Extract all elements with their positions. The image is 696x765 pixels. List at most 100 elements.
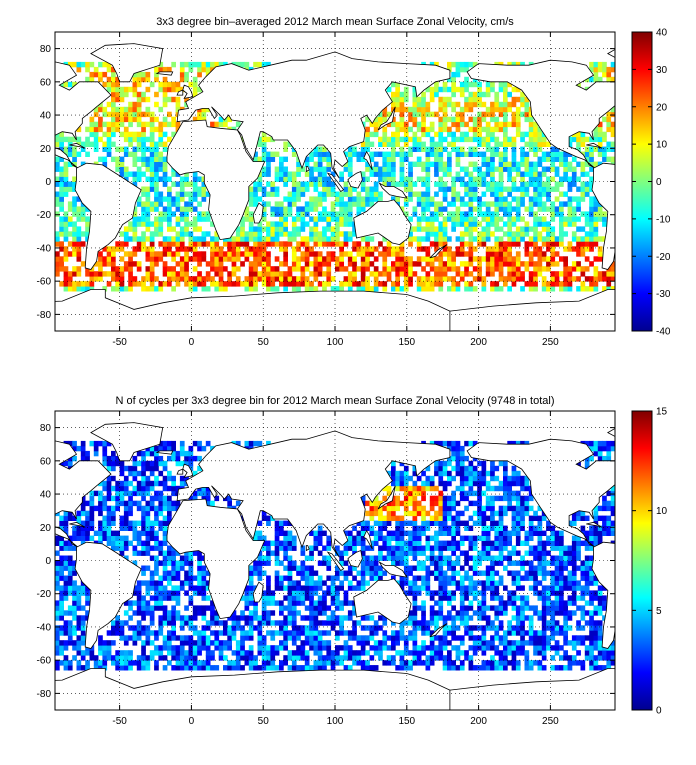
heatmap-cell bbox=[318, 595, 323, 600]
heatmap-cell bbox=[482, 157, 487, 162]
heatmap-cell bbox=[516, 196, 521, 201]
heatmap-cell bbox=[438, 566, 443, 571]
heatmap-cell bbox=[68, 620, 73, 625]
heatmap-cell bbox=[184, 271, 189, 276]
heatmap-cell bbox=[171, 665, 176, 670]
heatmap-cell bbox=[400, 167, 405, 172]
heatmap-cell bbox=[408, 236, 413, 241]
heatmap-cell bbox=[318, 256, 323, 261]
heatmap-cell bbox=[72, 281, 77, 286]
heatmap-cell bbox=[275, 192, 280, 197]
heatmap-cell bbox=[335, 590, 340, 595]
heatmap-cell bbox=[141, 546, 146, 551]
heatmap-cell bbox=[322, 172, 327, 177]
heatmap-cell bbox=[202, 236, 207, 241]
heatmap-cell bbox=[202, 112, 207, 117]
heatmap-cell bbox=[555, 271, 560, 276]
heatmap-cell bbox=[111, 132, 116, 137]
heatmap-cell bbox=[245, 600, 250, 605]
heatmap-cell bbox=[176, 660, 181, 665]
heatmap-cell bbox=[322, 630, 327, 635]
heatmap-cell bbox=[262, 246, 267, 251]
heatmap-cell bbox=[322, 561, 327, 566]
heatmap-cell bbox=[339, 551, 344, 556]
heatmap-cell bbox=[266, 546, 271, 551]
heatmap-cell bbox=[400, 92, 405, 97]
heatmap-cell bbox=[486, 92, 491, 97]
heatmap-cell bbox=[102, 486, 107, 491]
heatmap-cell bbox=[283, 147, 288, 152]
heatmap-cell bbox=[137, 471, 142, 476]
heatmap-cell bbox=[176, 182, 181, 187]
heatmap-cell bbox=[275, 256, 280, 261]
heatmap-cell bbox=[382, 112, 387, 117]
heatmap-cell bbox=[490, 157, 495, 162]
heatmap-cell bbox=[404, 521, 409, 526]
heatmap-cell bbox=[417, 281, 422, 286]
heatmap-cell bbox=[473, 187, 478, 192]
heatmap-cell bbox=[512, 221, 517, 226]
heatmap-cell bbox=[253, 251, 258, 256]
heatmap-cell bbox=[111, 536, 116, 541]
heatmap-cell bbox=[542, 206, 547, 211]
heatmap-cell bbox=[249, 246, 254, 251]
heatmap-cell bbox=[55, 236, 60, 241]
heatmap-cell bbox=[141, 451, 146, 456]
heatmap-cell bbox=[55, 256, 60, 261]
heatmap-cell bbox=[59, 600, 64, 605]
heatmap-cell bbox=[120, 107, 125, 112]
heatmap-cell bbox=[482, 276, 487, 281]
heatmap-cell bbox=[219, 281, 224, 286]
heatmap-cell bbox=[494, 102, 499, 107]
heatmap-cell bbox=[210, 122, 215, 127]
heatmap-cell bbox=[55, 266, 60, 271]
heatmap-cell bbox=[460, 132, 465, 137]
heatmap-cell bbox=[270, 152, 275, 157]
heatmap-cell bbox=[202, 571, 207, 576]
heatmap-cell bbox=[163, 92, 168, 97]
heatmap-cell bbox=[382, 127, 387, 132]
heatmap-cell bbox=[326, 576, 331, 581]
heatmap-cell bbox=[331, 665, 336, 670]
heatmap-cell bbox=[598, 67, 603, 72]
heatmap-cell bbox=[598, 246, 603, 251]
heatmap-cell bbox=[115, 281, 120, 286]
heatmap-cell bbox=[469, 261, 474, 266]
heatmap-cell bbox=[180, 192, 185, 197]
heatmap-cell bbox=[279, 206, 284, 211]
heatmap-cell bbox=[352, 241, 357, 246]
heatmap-cell bbox=[413, 630, 418, 635]
heatmap-cell bbox=[421, 226, 426, 231]
heatmap-cell bbox=[81, 231, 86, 236]
heatmap-cell bbox=[137, 177, 142, 182]
heatmap-cell bbox=[374, 506, 379, 511]
heatmap-cell bbox=[413, 551, 418, 556]
heatmap-cell bbox=[81, 281, 86, 286]
heatmap-cell bbox=[538, 162, 543, 167]
heatmap-cell bbox=[507, 137, 512, 142]
heatmap-cell bbox=[171, 117, 176, 122]
heatmap-cell bbox=[158, 605, 163, 610]
heatmap-cell bbox=[331, 236, 336, 241]
heatmap-cell bbox=[404, 561, 409, 566]
heatmap-cell bbox=[72, 266, 77, 271]
heatmap-cell bbox=[90, 117, 95, 122]
heatmap-cell bbox=[391, 561, 396, 566]
heatmap-cell bbox=[275, 152, 280, 157]
heatmap-cell bbox=[447, 286, 452, 291]
heatmap-cell bbox=[107, 137, 112, 142]
heatmap-cell bbox=[546, 206, 551, 211]
heatmap-cell bbox=[438, 501, 443, 506]
heatmap-cell bbox=[365, 201, 370, 206]
heatmap-cell bbox=[189, 571, 194, 576]
heatmap-cell bbox=[408, 630, 413, 635]
heatmap-cell bbox=[477, 206, 482, 211]
heatmap-cell bbox=[520, 177, 525, 182]
heatmap-cell bbox=[85, 511, 90, 516]
heatmap-cell bbox=[387, 556, 392, 561]
heatmap-cell bbox=[150, 172, 155, 177]
heatmap-cell bbox=[141, 97, 146, 102]
heatmap-cell bbox=[572, 246, 577, 251]
heatmap-cell bbox=[236, 655, 241, 660]
heatmap-cell bbox=[408, 521, 413, 526]
